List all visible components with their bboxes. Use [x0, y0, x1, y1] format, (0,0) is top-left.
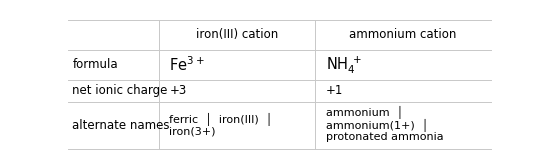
Text: +1: +1	[326, 84, 343, 97]
Text: protonated ammonia: protonated ammonia	[326, 132, 444, 142]
Text: ammonium(1+)  │: ammonium(1+) │	[326, 119, 428, 132]
Text: iron(III) cation: iron(III) cation	[196, 28, 278, 41]
Text: net ionic charge: net ionic charge	[72, 84, 168, 97]
Text: ferric  │  iron(III)  │: ferric │ iron(III) │	[169, 113, 273, 126]
Text: ammonium cation: ammonium cation	[349, 28, 457, 41]
Text: $\mathrm{NH}_4^{\ +}$: $\mathrm{NH}_4^{\ +}$	[326, 54, 362, 76]
Text: formula: formula	[72, 58, 118, 71]
Text: iron(3+): iron(3+)	[169, 126, 216, 136]
Text: ammonium  │: ammonium │	[326, 106, 403, 119]
Text: $\mathrm{Fe}^{3+}$: $\mathrm{Fe}^{3+}$	[169, 55, 205, 74]
Text: +3: +3	[169, 84, 187, 97]
Text: alternate names: alternate names	[72, 119, 170, 132]
